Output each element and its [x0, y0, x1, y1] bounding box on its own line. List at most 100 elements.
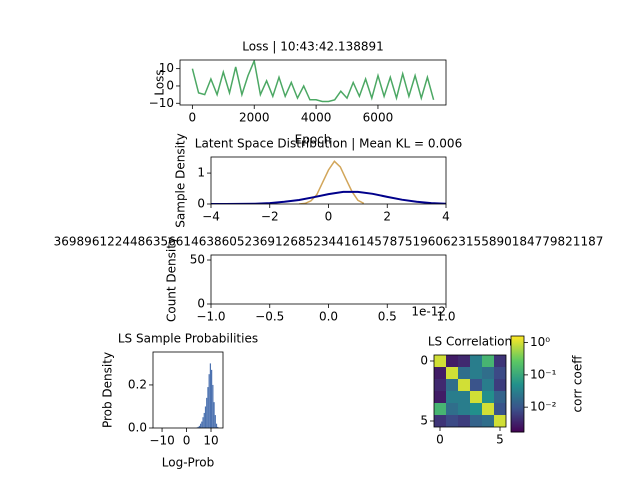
- colorbar-tick-label: 10⁰: [530, 335, 550, 349]
- histogram-bar: [204, 406, 207, 428]
- colorbar-strip: [511, 344, 524, 347]
- heatmap-cell: [446, 355, 458, 367]
- heatmap-cell: [446, 415, 458, 427]
- colorbar-strip: [511, 362, 524, 365]
- colorbar-strip: [511, 408, 524, 411]
- colorbar-strip: [511, 354, 524, 357]
- colorbar-strip: [511, 388, 524, 391]
- y-axis-label: Sample Density: [174, 133, 188, 227]
- heatmap-cell: [494, 379, 506, 391]
- colorbar-strip: [511, 412, 524, 415]
- x-tick-label: 0: [325, 210, 333, 224]
- histogram-bar: [209, 363, 212, 428]
- chart-title: LS Correlation: [428, 335, 512, 349]
- heatmap-cell: [494, 391, 506, 403]
- offset-text: 1e-12: [411, 305, 446, 319]
- plot-area: [211, 160, 446, 204]
- heatmap-cell: [446, 367, 458, 379]
- heatmap-cell: [482, 415, 494, 427]
- histogram-bar: [217, 426, 219, 428]
- colorbar-strip: [511, 410, 524, 413]
- x-tick-label: 2: [383, 210, 391, 224]
- heatmap-cell: [494, 355, 506, 367]
- colorbar-strip: [511, 346, 524, 349]
- colorbar-strip: [511, 428, 524, 431]
- heatmap-cell: [458, 391, 470, 403]
- heatmap-cell: [470, 391, 482, 403]
- x-tick-label: 4000: [301, 111, 332, 125]
- y-tick-label: 0: [420, 354, 428, 368]
- colorbar-strip: [511, 404, 524, 407]
- histogram-bar: [203, 412, 205, 428]
- y-tick-label: 10: [159, 61, 174, 75]
- x-tick-label: −4: [202, 210, 220, 224]
- heatmap-cell: [434, 379, 446, 391]
- colorbar-strip: [511, 386, 524, 389]
- colorbar-strip: [511, 340, 524, 343]
- y-tick-label: 0.2: [128, 377, 147, 391]
- x-tick-label: 6000: [363, 111, 394, 125]
- y-tick-label: 5: [420, 414, 428, 428]
- histogram-bar: [207, 387, 209, 428]
- colorbar-strip: [511, 430, 524, 433]
- colorbar-strip: [511, 336, 524, 339]
- x-tick-label: −10: [149, 434, 174, 448]
- colorbar-strip: [511, 360, 524, 363]
- x-tick-label: 5: [496, 433, 504, 447]
- plot-area: [196, 363, 219, 428]
- colorbar-strip: [511, 376, 524, 379]
- histogram-bar: [213, 402, 215, 428]
- heatmap-cell: [446, 403, 458, 415]
- colorbar-strip: [511, 398, 524, 401]
- y-tick-label: 0: [197, 197, 205, 211]
- colorbar-strip: [511, 366, 524, 369]
- histogram-bar: [206, 397, 208, 428]
- heatmap-cell: [470, 379, 482, 391]
- colorbar-strip: [511, 422, 524, 425]
- colorbar-strip: [511, 396, 524, 399]
- histogram-bar: [198, 425, 200, 428]
- x-tick-label: 0: [436, 433, 444, 447]
- colorbar-strip: [511, 342, 524, 345]
- heatmap-cell: [470, 355, 482, 367]
- colorbar-strip: [511, 350, 524, 353]
- histogram-bar: [202, 417, 204, 428]
- heatmap-cell: [494, 403, 506, 415]
- histogram-bar: [211, 369, 213, 428]
- y-tick-label: 0: [166, 78, 174, 92]
- colorbar-tick-label: 10⁻²: [530, 400, 557, 414]
- colorbar-strip: [511, 384, 524, 387]
- heatmap-cell: [458, 367, 470, 379]
- heatmap-cell: [482, 391, 494, 403]
- plot-area: [434, 355, 506, 427]
- heatmap-cell: [434, 367, 446, 379]
- y-tick-label: −10: [149, 96, 174, 110]
- colorbar-strip: [511, 364, 524, 367]
- heatmap-cell: [446, 379, 458, 391]
- histogram-bar: [214, 415, 216, 428]
- axes-frame: [152, 351, 224, 429]
- histogram-bar: [197, 426, 199, 428]
- y-tick-label: 50: [190, 253, 205, 267]
- histogram-bar: [212, 384, 214, 428]
- colorbar-strip: [511, 418, 524, 421]
- heatmap-cell: [458, 403, 470, 415]
- x-tick-label: 0.5: [378, 310, 397, 324]
- y-tick-label: 1: [197, 166, 205, 180]
- colorbar-label: corr coeff: [571, 355, 585, 413]
- colorbar-tick-label: 10⁻¹: [530, 367, 557, 381]
- colorbar-strip: [511, 372, 524, 375]
- x-axis-label: Log-Prob: [162, 456, 214, 470]
- x-tick-label: 1.0: [436, 310, 455, 324]
- axes-frame: [433, 354, 507, 428]
- colorbar-strip: [511, 402, 524, 405]
- plot-area: [191, 60, 435, 103]
- x-tick-label: −0.5: [255, 310, 284, 324]
- heatmap-cell: [434, 391, 446, 403]
- heatmap-cell: [482, 403, 494, 415]
- y-axis-label: Prob Density: [101, 352, 115, 428]
- y-tick-label: 0: [197, 297, 205, 311]
- colorbar-strip: [511, 382, 524, 385]
- chart-title: Latent Space Distribution | Mean KL = 0.…: [195, 137, 462, 151]
- histogram-bar: [208, 374, 210, 428]
